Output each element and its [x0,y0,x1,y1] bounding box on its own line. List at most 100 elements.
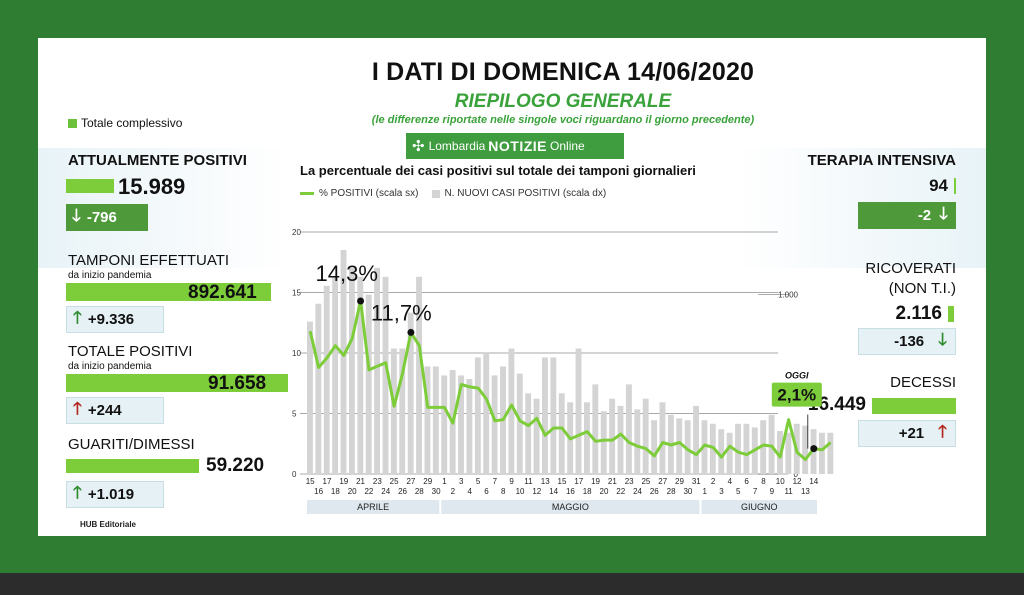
x-tick-label: 5 [476,477,481,486]
case-bar [827,432,834,474]
x-tick-label: 4 [467,487,472,496]
legend-bar-icon [432,189,441,198]
y-tick-label: 10 [292,349,301,358]
x-tick-label: 21 [608,477,617,486]
case-bar [474,357,481,474]
case-bar [365,294,372,474]
case-bar [357,276,364,474]
x-tick-label: 2 [711,477,716,486]
case-bar [399,348,406,474]
case-bar [768,414,775,474]
x-tick-label: 17 [574,477,583,486]
today-value-label: 2,1% [777,386,816,405]
terapia-change: -2 🡓 [858,202,956,229]
tamponi-change-value: +9.336 [87,311,135,328]
case-bar [659,402,666,474]
x-tick-label: 3 [459,477,464,486]
attualmente-value: 15.989 [118,174,186,199]
case-bar [693,405,699,474]
logo-star-icon: ✣ [412,138,425,155]
case-bar [718,429,725,474]
case-bar [785,432,792,474]
x-tick-label: 24 [633,487,642,496]
guariti-bar [66,459,199,473]
totale-change-value: +244 [87,402,122,419]
x-tick-label: 16 [314,487,323,496]
ricoverati-change: -136 🡓 [858,328,956,355]
x-tick-label: 27 [658,477,667,486]
case-bar [542,357,548,474]
x-tick-label: 6 [484,487,489,496]
ricoverati-bar [948,306,954,322]
month-label: APRILE [357,502,389,512]
today-point [810,445,818,453]
guariti-change-value: +1.019 [87,486,135,503]
totale-sublabel: da inizio pandemia [68,361,152,372]
chart-svg: 201510501.000014,3%11,7%OGGI2,1%15161718… [292,228,834,514]
case-bar [483,352,490,474]
case-bar [508,348,515,474]
x-tick-label: 15 [558,477,567,486]
case-bar [550,357,557,474]
x-tick-label: 11 [784,487,793,496]
tamponi-bar [66,283,271,301]
x-tick-label: 13 [541,477,550,486]
second-peak-point [407,328,415,336]
x-tick-label: 25 [641,477,650,486]
case-bar [382,276,389,474]
x-tick-label: 22 [616,487,625,496]
month-band [701,500,817,514]
x-tick-label: 28 [415,487,424,496]
case-bar [726,432,733,474]
x-tick-label: 21 [356,477,365,486]
case-bar [642,398,649,474]
x-tick-label: 3 [719,487,724,496]
x-tick-label: 20 [600,487,609,496]
x-tick-label: 7 [493,477,498,486]
x-tick-label: 8 [761,477,766,486]
x-tick-label: 1 [702,487,707,496]
x-tick-label: 23 [373,477,382,486]
peak-point [357,297,365,305]
x-tick-label: 2 [451,487,456,496]
case-bar [533,398,540,474]
infographic-card: I DATI DI DOMENICA 14/06/2020 RIEPILOGO … [38,38,986,536]
legend-line-icon [300,192,314,195]
decessi-bar [872,398,956,414]
x-tick-label: 4 [728,477,733,486]
decessi-change: +21 🡑 [858,420,956,447]
case-bar [819,432,825,474]
x-tick-label: 14 [549,487,558,496]
legend-cases: N. NUOVI CASI POSITIVI (scala dx) [444,188,607,199]
case-bar [340,249,347,474]
legend-positive: % POSITIVI (scala sx) [319,188,419,199]
legend-green-square-icon [68,118,77,128]
case-bar [600,411,607,474]
x-tick-label: 30 [683,487,692,496]
arrow-up-red-icon: 🡑 [73,399,82,418]
arrow-up-icon: 🡑 [73,308,82,327]
case-bar [676,418,683,474]
totale-value: 91.658 [208,373,267,394]
case-bar [315,303,322,474]
case-bar [307,321,313,474]
totale-change: 🡑 +244 [66,397,164,424]
terapia-value: 94 [929,176,948,195]
terapia-label: TERAPIA INTENSIVA [807,152,956,169]
case-bar [617,405,624,474]
y-tick-label: 5 [292,410,297,419]
attualmente-bar [66,179,114,193]
decessi-value: 16.449 [807,394,866,415]
arrow-up-icon-2: 🡑 [73,483,82,502]
chart-title: La percentuale dei casi positivi sul tot… [300,163,696,178]
totale-label: TOTALE POSITIVI [68,343,193,360]
second-peak-label: 11,7% [371,300,432,325]
page-subtitle: RIEPILOGO GENERALE [454,91,672,112]
case-bar [760,420,767,474]
month-label: MAGGIO [552,502,589,512]
case-bar [458,375,464,474]
arrow-down-icon-2: 🡓 [939,204,948,223]
case-bar [332,276,339,474]
x-tick-label: 16 [566,487,575,496]
x-tick-label: 6 [744,477,749,486]
